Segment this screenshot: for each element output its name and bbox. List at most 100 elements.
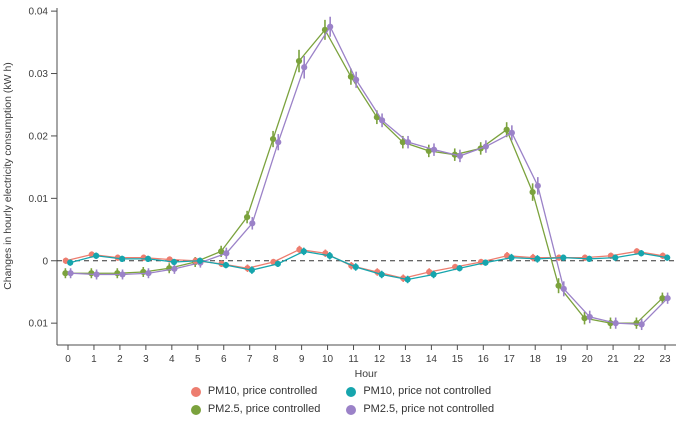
y-tick-label: 0.03 [29,69,49,80]
legend-marker-pm10-price-controlled [190,386,201,397]
x-tick-label: 12 [374,354,386,365]
data-point [612,320,619,327]
data-point [223,250,230,257]
x-tick-label: 5 [195,354,201,365]
data-point [170,258,178,266]
series-line [65,248,663,279]
data-point [327,23,334,30]
legend-label: PM2.5, price controlled [207,403,321,415]
x-tick-label: 4 [169,354,175,365]
series-line [70,250,668,281]
x-tick-label: 20 [582,354,594,365]
data-point [378,117,386,124]
data-point [93,252,100,259]
data-point [560,254,567,261]
data-point [67,259,74,266]
data-point [430,271,437,278]
y-tick-label: 0.01 [29,319,49,330]
data-point [269,135,277,143]
x-tick-label: 15 [452,354,464,365]
legend-item-pm25-price-not-controlled: PM2.5, price not controlled [346,403,494,416]
series-2 [62,19,666,329]
x-tick-label: 17 [504,354,516,365]
x-tick-label: 9 [299,354,305,365]
y-tick-label: 0 [42,256,48,267]
data-point [88,270,95,277]
data-point [612,254,619,261]
data-point [300,248,307,255]
data-point [114,270,121,277]
data-point [249,220,256,227]
x-axis-label: Hour [355,368,378,380]
x-tick-label: 22 [633,354,645,365]
data-point [93,271,100,278]
data-point [586,255,593,262]
data-point [347,73,355,80]
data-point [248,267,255,274]
data-point [534,182,541,189]
legend-marker-pm25-price-controlled [190,404,201,415]
data-point [295,57,303,65]
data-point [378,271,385,278]
legend-label: PM10, price not controlled [363,385,492,397]
legend-item-pm25-price-controlled: PM2.5, price controlled [190,403,321,416]
legend-item-pm10-price-controlled: PM10, price controlled [190,385,321,398]
data-point [482,143,490,150]
data-point [503,126,510,133]
x-tick-label: 2 [117,354,123,365]
data-point [456,152,464,160]
data-point [633,320,640,327]
legend-label: PM10, price controlled [207,385,318,397]
data-point [482,259,489,266]
data-point [508,254,515,261]
x-tick-label: 18 [530,354,542,365]
x-tick-label: 1 [91,354,97,365]
data-point [529,189,536,196]
data-point [352,263,359,271]
y-tick-label: 0.01 [29,194,49,205]
data-point [664,254,671,261]
series-0 [62,245,666,282]
legend-label: PM2.5, price not controlled [363,403,495,415]
x-tick-label: 6 [221,354,227,365]
data-point [275,139,282,146]
series-line [70,25,669,326]
data-point [404,139,412,146]
data-point [534,255,541,262]
data-point [67,270,74,277]
data-point [555,282,562,289]
series-1 [67,247,671,284]
data-point [196,257,204,264]
x-tick-label: 3 [143,354,149,365]
data-point [222,262,230,269]
data-point [404,276,411,283]
legend-marker-pm25-price-not-controlled [346,404,357,415]
x-tick-label: 8 [273,354,279,365]
series-line [65,28,663,324]
legend-marker-pm10-price-not-controlled [346,386,357,397]
data-point [119,255,126,262]
data-point [301,64,308,71]
x-tick-label: 23 [659,354,671,365]
y-tick-label: 0.02 [29,131,49,142]
data-point [638,321,645,328]
data-point [399,139,406,146]
data-point [145,270,152,277]
x-tick-label: 21 [608,354,620,365]
data-point [586,313,593,321]
x-tick-label: 7 [247,354,253,365]
data-point [144,255,152,262]
x-tick-label: 11 [348,354,359,365]
data-point [353,76,360,83]
data-point [659,295,666,302]
data-point [243,213,251,221]
data-point [664,295,671,302]
y-tick-label: 0.04 [29,7,49,18]
series-layer [62,16,671,331]
data-point [326,252,333,259]
data-point [171,265,178,272]
y-axis-label: Changes in hourly electricity consumptio… [2,62,14,290]
